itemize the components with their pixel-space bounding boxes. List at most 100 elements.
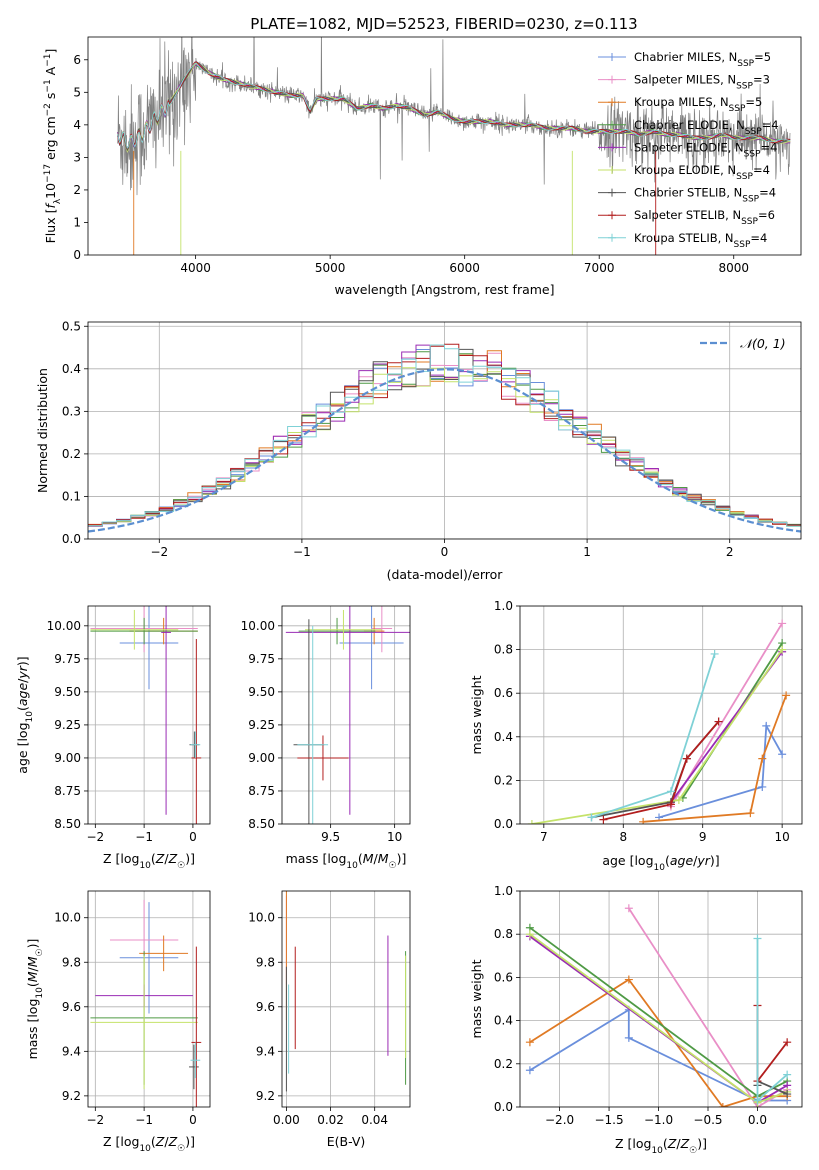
weight-marker xyxy=(753,934,762,943)
weight-marker xyxy=(778,645,787,654)
legend-marker xyxy=(608,75,616,84)
axes-frame xyxy=(87,605,211,825)
weight-marker xyxy=(666,800,675,809)
legend-label: Chabrier ELODIE, NSSP=4 xyxy=(634,118,779,137)
legend-label: Salpeter MILES, NSSP=3 xyxy=(634,73,770,92)
y-tick-label: 0.4 xyxy=(494,730,513,744)
normal-curve xyxy=(88,368,801,533)
y-tick-label: 6 xyxy=(73,53,81,67)
y-tick-label: 2 xyxy=(73,183,81,197)
y-tick-label: 1.0 xyxy=(494,599,513,613)
x-tick-label: 0 xyxy=(189,830,197,844)
y-tick-label: 9.8 xyxy=(256,955,275,969)
weight-marker xyxy=(527,820,536,824)
y-tick-label: 9.50 xyxy=(54,685,81,699)
weight-marker xyxy=(525,1038,534,1047)
axes-frame xyxy=(281,890,411,1108)
weight-marker xyxy=(624,1033,633,1042)
x-tick-label: 5000 xyxy=(315,261,346,275)
y-tick-label: 0.8 xyxy=(494,927,513,941)
y-tick-label: 8.75 xyxy=(54,784,81,798)
y-tick-label: 9.00 xyxy=(54,751,81,765)
weight-vs-age-plot-area xyxy=(520,606,802,824)
y-tick-label: 9.4 xyxy=(256,1044,275,1058)
y-tick-label: 0.0 xyxy=(62,532,81,546)
weight-marker xyxy=(639,817,648,824)
weight-marker xyxy=(624,975,633,984)
y-tick-label: 9.6 xyxy=(256,1000,275,1014)
weight-marker xyxy=(710,649,719,658)
legend-marker xyxy=(608,98,616,107)
x-tick-label: 10 xyxy=(387,830,402,844)
x-tick-label: −2 xyxy=(86,830,104,844)
y-tick-label: 0.4 xyxy=(62,362,81,376)
weight-marker xyxy=(525,930,534,939)
y-tick-label: 0.3 xyxy=(62,404,81,418)
weight-marker xyxy=(666,787,675,796)
y-tick-label: 0.5 xyxy=(62,319,81,333)
weight-line-kroupa-miles xyxy=(643,695,787,823)
y-tick-label: 8.75 xyxy=(248,784,275,798)
legend-marker xyxy=(608,143,616,152)
axes-frame xyxy=(87,890,211,1108)
y-tick-label: 0.2 xyxy=(62,447,81,461)
x-tick-label: −2.0 xyxy=(545,1113,574,1127)
weight-marker xyxy=(778,750,787,759)
x-tick-label: 7 xyxy=(540,830,548,844)
weight-marker xyxy=(718,1103,727,1107)
weight-marker xyxy=(778,619,787,628)
y-tick-label: 9.4 xyxy=(62,1044,81,1058)
model-spectrum-kroupa-stelib xyxy=(117,62,791,149)
weight-marker xyxy=(587,813,596,822)
histogram-salpeter-miles xyxy=(88,352,801,527)
y-tick-label: 10.0 xyxy=(54,911,81,925)
y-tick-label: 9.00 xyxy=(248,751,275,765)
spectrum-plot-area xyxy=(117,37,791,255)
weight-marker xyxy=(783,1038,792,1047)
y-tick-label: 3 xyxy=(73,150,81,164)
legend-label: Salpeter STELIB, NSSP=6 xyxy=(634,208,775,227)
x-tick-label: −1 xyxy=(293,545,311,559)
y-tick-label: 10.00 xyxy=(47,619,81,633)
y-tick-label: 0.6 xyxy=(494,970,513,984)
axes-frame xyxy=(519,605,803,825)
y-axis-label: mass weight xyxy=(469,959,484,1038)
x-axis-label: Z [log10(Z/Z☉)] xyxy=(615,1136,707,1156)
y-tick-label: 0.4 xyxy=(494,1014,513,1028)
weight-marker xyxy=(782,691,791,700)
y-tick-label: 8.50 xyxy=(248,817,275,831)
model-spectrum-salpeter-stelib xyxy=(117,61,791,150)
x-tick-label: 2 xyxy=(726,545,734,559)
weight-marker xyxy=(624,904,633,913)
y-tick-label: 4 xyxy=(73,118,81,132)
x-tick-label: 9 xyxy=(699,830,707,844)
y-tick-label: 9.8 xyxy=(62,955,81,969)
x-tick-label: 1 xyxy=(583,545,591,559)
x-axis-label: E(B-V) xyxy=(327,1134,366,1149)
legend-marker xyxy=(608,120,616,129)
x-axis-label: (data-model)/error xyxy=(387,567,504,582)
weight-marker xyxy=(758,754,767,763)
x-tick-label: −1.0 xyxy=(644,1113,673,1127)
legend-marker xyxy=(608,53,616,61)
weight-marker xyxy=(783,1070,792,1079)
y-tick-label: 9.75 xyxy=(54,652,81,666)
y-tick-label: 1 xyxy=(73,215,81,229)
weight-vs-Z-plot-area xyxy=(520,891,802,1107)
y-tick-label: 0.6 xyxy=(494,686,513,700)
legend-marker xyxy=(608,188,616,197)
legend-marker xyxy=(608,233,616,242)
x-tick-label: 6000 xyxy=(449,261,480,275)
x-tick-label: −2 xyxy=(86,1113,104,1127)
x-tick-label: 0.00 xyxy=(273,1113,300,1127)
legend-label: Kroupa STELIB, NSSP=4 xyxy=(634,231,767,250)
mass-vs-Z-plot-area xyxy=(88,891,210,1107)
y-tick-label: 10.0 xyxy=(248,911,275,925)
x-tick-label: 8 xyxy=(619,830,627,844)
weight-marker xyxy=(762,721,771,730)
x-tick-label: 0.04 xyxy=(361,1113,388,1127)
y-tick-label: 8.50 xyxy=(54,817,81,831)
y-tick-label: 0.2 xyxy=(494,1057,513,1071)
